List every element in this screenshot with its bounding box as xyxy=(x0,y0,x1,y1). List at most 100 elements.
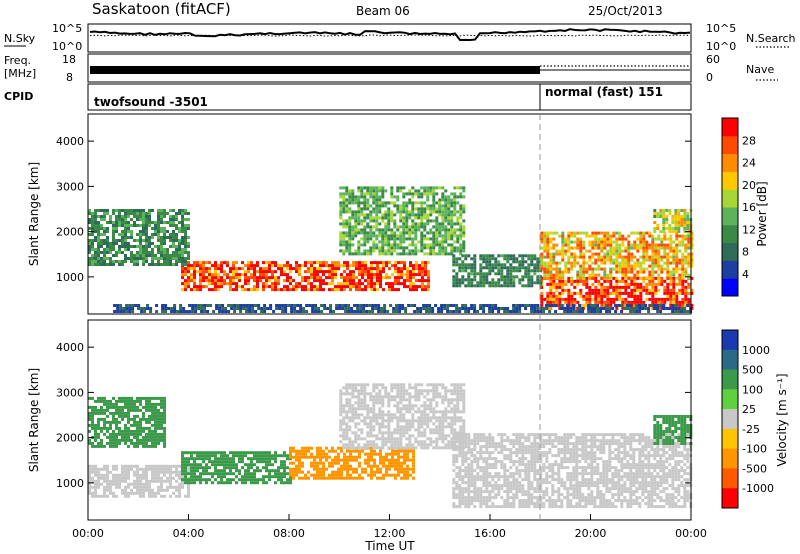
power-cell xyxy=(378,216,382,220)
power-cell xyxy=(624,291,628,295)
power-cell xyxy=(426,189,430,193)
velocity-cell xyxy=(214,472,217,476)
power-cell xyxy=(106,212,109,215)
power-cell xyxy=(458,281,462,285)
power-cell xyxy=(116,307,120,310)
power-cell xyxy=(369,252,373,256)
power-cell xyxy=(447,252,451,256)
power-cell xyxy=(236,304,240,307)
power-cell xyxy=(172,215,175,218)
velocity-cell xyxy=(372,443,376,447)
power-cell xyxy=(657,252,661,256)
power-cell xyxy=(163,239,166,242)
velocity-cell xyxy=(187,478,190,482)
power-cell xyxy=(169,218,172,221)
power-cell xyxy=(624,288,628,292)
velocity-cell xyxy=(166,467,169,471)
power-cell xyxy=(145,260,148,263)
velocity-cell xyxy=(298,470,301,474)
velocity-cell xyxy=(423,404,427,408)
power-cell xyxy=(690,276,694,280)
power-cell xyxy=(229,267,232,271)
power-cell xyxy=(614,304,618,307)
power-cell xyxy=(175,245,178,248)
velocity-cell xyxy=(100,494,103,498)
power-cell xyxy=(151,233,154,236)
power-cell xyxy=(554,304,558,307)
velocity-cell xyxy=(265,454,268,458)
velocity-cell xyxy=(360,386,364,390)
velocity-cell xyxy=(214,478,217,482)
power-cell xyxy=(372,207,376,211)
power-cell xyxy=(609,276,613,280)
power-cell xyxy=(674,304,678,307)
power-cell xyxy=(405,246,409,250)
power-cell xyxy=(178,257,181,260)
power-cell xyxy=(127,209,130,212)
power-cell xyxy=(163,233,166,236)
power-cell xyxy=(429,252,433,256)
velocity-cell xyxy=(378,431,382,435)
power-cell xyxy=(388,285,391,289)
power-cell xyxy=(491,307,495,310)
power-cell xyxy=(543,297,547,301)
velocity-cell xyxy=(354,422,358,426)
power-cell xyxy=(196,270,199,274)
power-cell xyxy=(185,310,189,313)
velocity-cell xyxy=(396,410,400,414)
velocity-cell xyxy=(384,437,388,441)
power-cell xyxy=(593,310,597,313)
power-cell xyxy=(371,310,375,313)
power-cell xyxy=(666,261,670,265)
power-cell xyxy=(633,273,637,277)
power-cell xyxy=(429,204,433,208)
velocity-cell xyxy=(193,472,196,476)
power-cell xyxy=(316,270,319,274)
power-cell xyxy=(175,233,178,236)
velocity-cell xyxy=(411,404,415,408)
power-cell xyxy=(298,285,301,289)
power-cell xyxy=(235,267,238,271)
velocity-cell xyxy=(274,457,277,461)
power-cell xyxy=(109,251,112,254)
power-cell xyxy=(223,261,226,265)
power-cell xyxy=(163,251,166,254)
power-cell xyxy=(621,243,625,247)
power-cell xyxy=(453,204,457,208)
power-cell xyxy=(345,204,349,208)
power-cell xyxy=(621,249,625,253)
power-cell xyxy=(244,273,247,277)
power-cell xyxy=(618,264,622,268)
power-cell xyxy=(491,310,495,313)
power-cell xyxy=(432,231,436,235)
power-cell xyxy=(375,234,379,238)
power-cell xyxy=(473,284,477,288)
power-cell xyxy=(653,212,657,215)
velocity-cell xyxy=(390,431,394,435)
power-cell xyxy=(139,233,142,236)
velocity-cell xyxy=(325,446,328,450)
power-cell xyxy=(301,285,304,289)
velocity-cell xyxy=(343,464,346,468)
power-cell xyxy=(543,243,547,247)
power-cell xyxy=(594,273,598,277)
power-cell xyxy=(399,237,403,241)
velocity-cell xyxy=(366,443,370,447)
power-cell xyxy=(218,304,222,307)
power-cell xyxy=(506,278,510,282)
power-cell xyxy=(429,189,433,193)
velocity-cell xyxy=(124,479,127,483)
velocity-cell xyxy=(133,470,136,474)
power-cell xyxy=(438,186,442,190)
power-cell xyxy=(391,264,394,268)
power-cell xyxy=(417,192,421,196)
velocity-cell xyxy=(358,473,361,477)
velocity-cell xyxy=(271,469,274,473)
power-cell xyxy=(187,212,190,215)
power-cell xyxy=(672,258,676,262)
velocity-cell xyxy=(298,467,301,471)
velocity-cell xyxy=(223,463,226,467)
power-cell xyxy=(435,225,439,229)
power-cell xyxy=(307,270,310,274)
power-cell xyxy=(157,212,160,215)
